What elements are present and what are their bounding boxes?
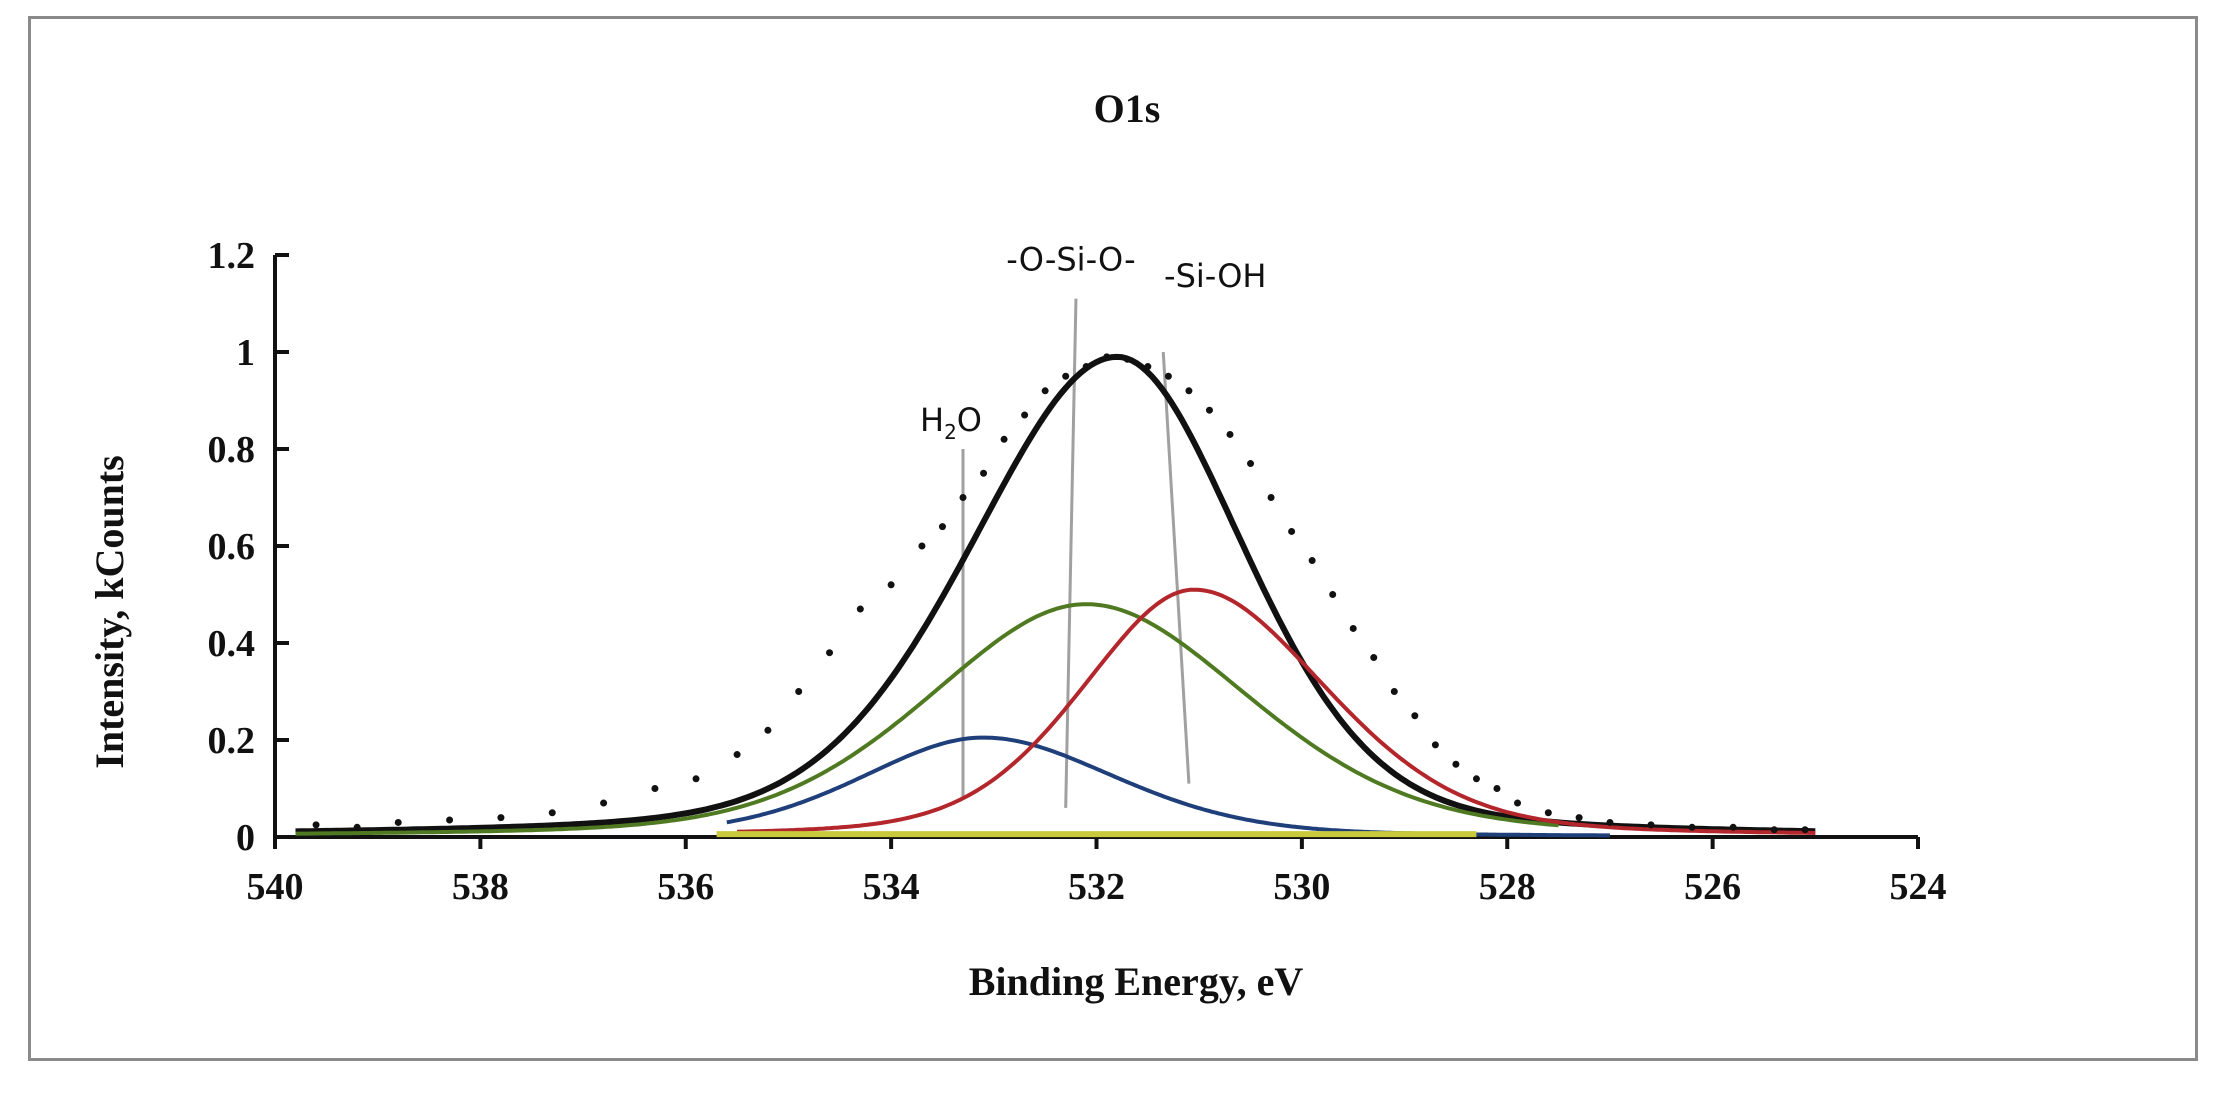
measured-point — [1308, 557, 1316, 565]
measured-point — [1493, 785, 1501, 792]
annotation-h2o-main: H — [920, 401, 944, 439]
y-tick-label: 0.4 — [208, 623, 256, 665]
measured-point — [1801, 826, 1809, 834]
measured-point — [918, 542, 926, 550]
measured-point — [938, 523, 946, 531]
measured-point — [1185, 387, 1193, 395]
measured-point — [764, 726, 772, 734]
measured-point — [1226, 430, 1234, 438]
y-tick-label: 0.6 — [208, 526, 256, 568]
annotation-o-si-o: -O-Si-O- — [1006, 241, 1135, 279]
measured-point — [1082, 363, 1090, 371]
measured-point — [1021, 411, 1029, 419]
measured-point — [1452, 760, 1460, 768]
measured-point — [1144, 363, 1152, 371]
annotation-h2o-subscript: 2 — [944, 420, 957, 444]
measured-point — [312, 821, 320, 829]
measured-point — [497, 814, 505, 822]
measured-points — [312, 353, 1809, 834]
y-ticks: 0 0.2 0.4 0.6 0.8 1 1.2 — [208, 235, 289, 859]
measured-point — [600, 799, 608, 807]
measured-point — [446, 816, 454, 824]
measured-point — [1575, 814, 1583, 822]
annotation-h2o-tail: O — [957, 401, 982, 439]
y-tick-label: 0.8 — [208, 429, 256, 471]
measured-point — [394, 818, 402, 826]
measured-point — [1606, 818, 1614, 826]
measured-point — [1647, 821, 1655, 829]
measured-point — [1205, 406, 1213, 414]
measured-point — [826, 649, 834, 657]
measured-point — [1164, 372, 1172, 380]
component-peak-curve-3 — [737, 587, 1816, 835]
measured-point — [959, 494, 967, 501]
measured-point — [1103, 353, 1111, 361]
x-tick-label: 540 — [247, 866, 304, 908]
measured-point — [1688, 823, 1696, 831]
measured-point — [548, 809, 556, 817]
chart-frame — [28, 16, 2198, 1061]
measured-point — [1123, 355, 1131, 363]
measured-point — [1770, 826, 1778, 834]
x-tick-label: 538 — [452, 866, 509, 908]
envelope-fit-curve — [295, 353, 1816, 835]
measured-point — [1514, 799, 1522, 807]
measured-point — [980, 469, 988, 477]
x-ticks: 540 538 536 534 532 530 528 526 524 — [247, 837, 1947, 908]
measured-point — [1267, 494, 1275, 501]
chart-title: O1s — [1094, 86, 1161, 131]
x-axis-label: Binding Energy, eV — [969, 959, 1304, 1004]
measured-point — [1370, 654, 1378, 662]
x-tick-label: 526 — [1684, 866, 1741, 908]
measured-point — [1431, 741, 1439, 749]
y-tick-label: 1 — [236, 332, 255, 374]
x-tick-label: 536 — [657, 866, 714, 908]
measured-point — [887, 581, 895, 589]
measured-point — [1729, 823, 1737, 831]
measured-point — [1247, 460, 1255, 468]
measured-point — [733, 751, 741, 759]
measured-point — [1390, 688, 1398, 695]
x-tick-label: 532 — [1068, 866, 1125, 908]
y-axis-label: Intensity, kCounts — [87, 455, 132, 768]
annotation-labels: H2O -O-Si-O- -Si-OH — [920, 241, 1266, 444]
y-tick-label: 0.2 — [208, 720, 256, 762]
marker-line-sioh — [1161, 351, 1191, 784]
measured-point — [1411, 712, 1419, 720]
measured-point — [1472, 775, 1480, 783]
y-tick-label: 1.2 — [208, 235, 256, 277]
measured-point — [692, 775, 700, 783]
fit-curves — [295, 353, 1816, 838]
axes: 00.20.40.60.811.2 540 538 536 534 532 530 528 5… — [208, 235, 1947, 908]
marker-line-osio — [1064, 298, 1078, 808]
measured-point — [353, 823, 361, 831]
measured-point — [1288, 527, 1296, 535]
measured-point — [1000, 435, 1008, 443]
measured-point — [1329, 591, 1337, 598]
annotation-h2o: H2O — [920, 401, 982, 444]
x-tick-label: 530 — [1273, 866, 1330, 908]
measured-point — [856, 605, 864, 613]
measured-point — [1041, 387, 1049, 395]
x-tick-label: 528 — [1479, 866, 1536, 908]
measured-point — [1062, 372, 1070, 380]
annotation-si-oh: -Si-OH — [1164, 257, 1266, 295]
measured-point — [651, 785, 659, 792]
y-tick-label: 0 — [236, 817, 255, 859]
measured-point — [795, 688, 803, 695]
x-tick-label: 524 — [1890, 866, 1947, 908]
component-peak-curve-2 — [295, 602, 1559, 836]
measured-point — [1544, 809, 1552, 817]
measured-point — [1349, 624, 1357, 632]
x-tick-label: 534 — [863, 866, 920, 908]
